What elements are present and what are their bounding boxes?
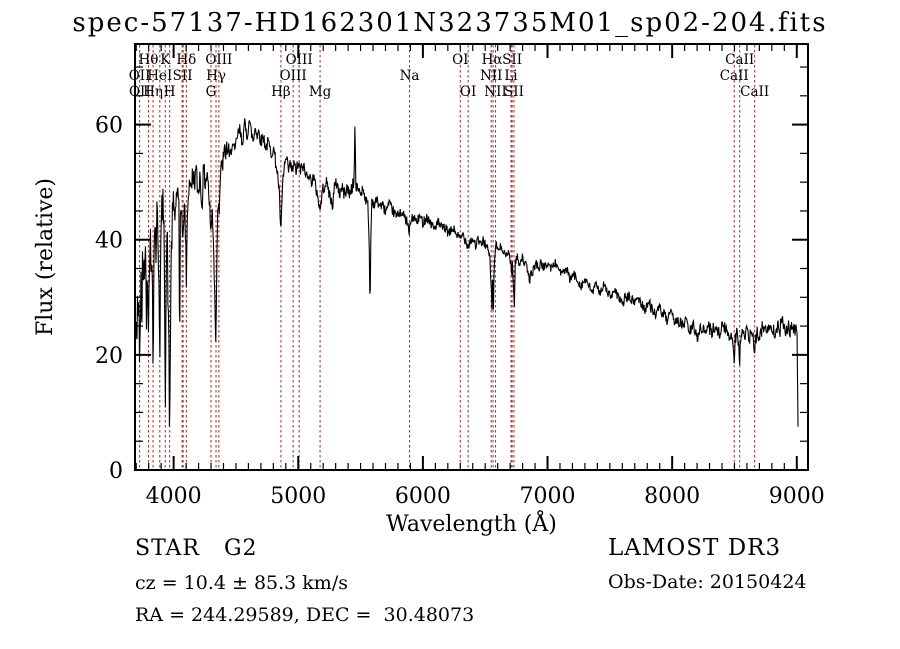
line-label: CaII	[720, 68, 749, 84]
ra-dec-text: RA = 244.29589, DEC = 30.48073	[135, 604, 475, 626]
spectral-line-markers	[139, 45, 756, 469]
classification-text: STAR G2	[135, 536, 258, 561]
line-label: NII	[480, 68, 502, 84]
spectrum-line	[134, 118, 799, 453]
line-label: Hγ	[206, 68, 226, 84]
y-tick-label: 20	[95, 344, 123, 369]
line-label: Li	[504, 68, 518, 84]
x-tick-label: 6000	[395, 484, 451, 509]
line-label: Na	[400, 68, 420, 84]
line-label: OI	[452, 52, 468, 68]
line-label: HeI	[147, 68, 172, 84]
survey-release-text: LAMOST DR3	[608, 535, 782, 561]
line-label: NII	[484, 84, 506, 100]
line-label: Hη	[143, 84, 163, 100]
axes-frame: 4000 5000 6000 7000 8000 9000 0 20 40 60 Wavelengt…	[33, 43, 825, 537]
x-tick-label: 7000	[520, 484, 576, 509]
line-label: SII	[173, 68, 193, 84]
line-label: Hδ	[176, 52, 196, 68]
line-label: K	[160, 52, 171, 68]
line-label: G	[206, 84, 217, 100]
line-label: SII	[502, 52, 522, 68]
figure-title: spec-57137-HD162301N323735M01_sp02-204.f…	[72, 8, 828, 38]
y-axis-label: Flux (relative)	[33, 178, 58, 336]
x-tick-label: 5000	[270, 484, 326, 509]
line-label: CaII	[740, 84, 769, 100]
line-label: H	[164, 84, 176, 100]
x-tick-label: 4000	[146, 484, 202, 509]
line-label: Hα	[482, 52, 503, 68]
line-label: OI	[460, 84, 476, 100]
cz-velocity-text: cz = 10.4 ± 85.3 km/s	[135, 572, 348, 594]
line-label: SII	[504, 84, 524, 100]
y-tick-label: 60	[95, 114, 123, 139]
line-label: OIII	[286, 52, 313, 68]
line-label: CaII	[725, 52, 754, 68]
x-tick-label: 8000	[644, 484, 700, 509]
line-label: OIII	[280, 68, 307, 84]
obs-date-text: Obs-Date: 20150424	[608, 571, 807, 593]
x-axis-label: Wavelength (Å)	[386, 509, 557, 537]
y-tick-label: 0	[109, 459, 123, 484]
line-label: OIII	[205, 52, 232, 68]
line-label: Hθ	[139, 52, 159, 68]
x-tick-label: 9000	[769, 484, 825, 509]
spectral-line-labels: OIIOIIHθHηHeIKHSIIHδGHγOIIIHβOIIIOIIIMgN…	[129, 52, 769, 100]
y-tick-label: 40	[95, 229, 123, 254]
line-label: Hβ	[271, 84, 291, 100]
line-label: Mg	[309, 84, 332, 100]
